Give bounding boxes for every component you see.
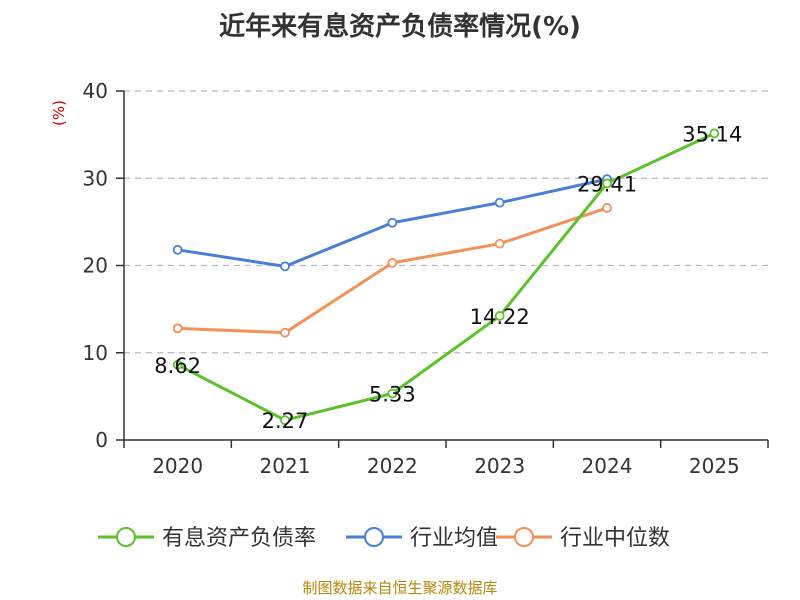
data-label-2021: 2.27 xyxy=(262,409,309,433)
data-label-2025: 35.14 xyxy=(682,122,742,146)
point-s0-2021 xyxy=(280,415,290,426)
legend-marker-1 xyxy=(364,527,384,547)
axes: 0 10 20 30 40 2020 2021 2022 2023 2024 2025 xyxy=(83,79,769,478)
point-s2-2022 xyxy=(387,257,398,268)
chart-title: 近年来有息资产负债率情况(%) xyxy=(219,12,581,42)
point-s1-2023 xyxy=(494,197,505,208)
legend-marker-2 xyxy=(514,527,534,547)
data-label-2022: 5.33 xyxy=(369,382,416,406)
series-group xyxy=(172,128,720,426)
data-label-2020: 8.62 xyxy=(154,354,201,378)
legend-marker-0 xyxy=(116,527,136,547)
data-label-2023: 14.22 xyxy=(470,305,530,329)
point-s0-2024 xyxy=(602,178,612,189)
point-s0-2020 xyxy=(172,359,183,370)
x-tick-label-2022: 2022 xyxy=(367,454,418,478)
data-source-note: 制图数据来自恒生聚源数据库 xyxy=(302,579,498,597)
x-tick-label-2020: 2020 xyxy=(152,454,203,478)
legend-label-0: 有息资产负债率 xyxy=(162,526,316,551)
point-s1-2021 xyxy=(280,261,290,272)
legend-label-1: 行业均值 xyxy=(410,526,498,551)
y-tick-label-40: 40 xyxy=(83,79,108,103)
point-s2-2023 xyxy=(494,238,505,249)
point-s0-2023 xyxy=(494,311,505,321)
point-s0-2025 xyxy=(709,128,720,139)
x-tick-label-2024: 2024 xyxy=(582,454,633,478)
data-labels: 8.62 2.27 5.33 14.22 29.41 35.14 xyxy=(154,122,742,433)
x-tick-label-2021: 2021 xyxy=(260,454,311,478)
y-tick-label-20: 20 xyxy=(83,254,108,278)
x-tick-label-2025: 2025 xyxy=(689,454,740,478)
y-tick-label-0: 0 xyxy=(95,428,108,452)
grid-lines xyxy=(124,90,768,354)
legend-label-2: 行业中位数 xyxy=(560,526,670,551)
point-s1-2022 xyxy=(387,217,398,228)
point-s2-2021 xyxy=(280,327,290,338)
x-tick-label-2023: 2023 xyxy=(474,454,525,478)
y-tick-label-10: 10 xyxy=(83,341,108,365)
point-s1-2020 xyxy=(172,244,183,255)
data-label-2024: 29.41 xyxy=(577,172,637,196)
point-s2-2024 xyxy=(602,203,612,213)
y-tick-label-30: 30 xyxy=(83,166,108,190)
point-s2-2020 xyxy=(172,323,183,334)
series-line-0 xyxy=(176,132,715,422)
legend: 有息资产负债率 行业均值 行业中位数 xyxy=(98,526,670,551)
point-s0-2022 xyxy=(387,388,398,399)
